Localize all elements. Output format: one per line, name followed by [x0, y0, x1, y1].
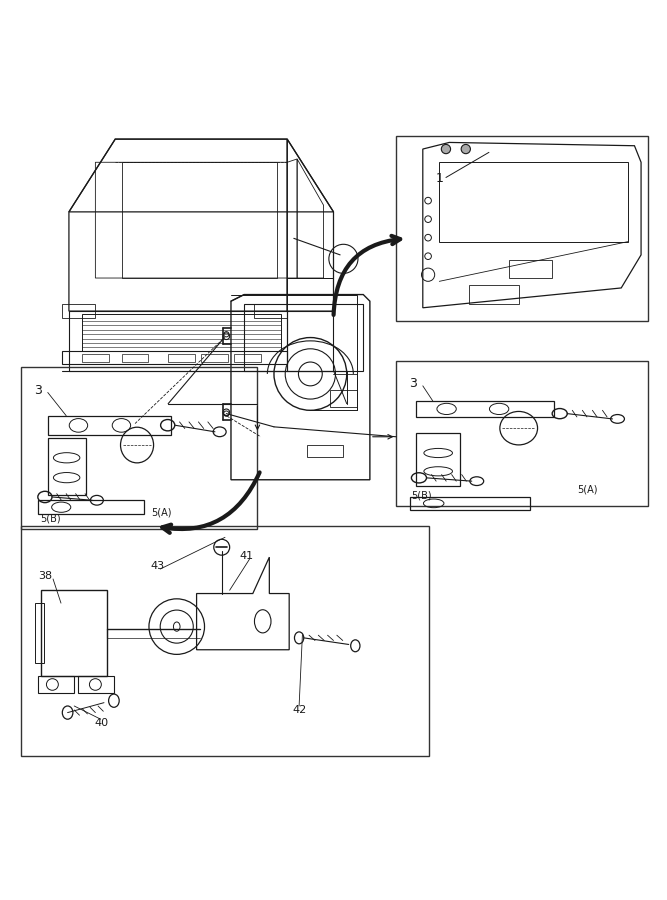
Bar [416, 400, 554, 417]
Bar [469, 284, 519, 304]
Bar [82, 314, 281, 351]
Bar [35, 604, 45, 663]
Bar [201, 354, 227, 362]
Bar [38, 676, 74, 693]
Bar [82, 354, 109, 362]
Bar [62, 304, 95, 318]
Bar [21, 367, 257, 529]
Bar [41, 590, 107, 676]
Text: 43: 43 [150, 561, 164, 572]
Text: 42: 42 [293, 705, 307, 715]
Circle shape [461, 144, 470, 154]
Text: 1: 1 [436, 172, 444, 185]
Bar [307, 445, 344, 456]
Bar [396, 361, 648, 506]
Bar [410, 497, 530, 509]
Bar [122, 354, 148, 362]
Bar [396, 136, 648, 321]
Text: 38: 38 [38, 571, 52, 581]
Bar [38, 500, 144, 515]
Bar [416, 433, 460, 486]
Text: 5(B): 5(B) [412, 491, 432, 501]
Text: 40: 40 [94, 718, 108, 728]
Bar [48, 438, 85, 495]
Bar [77, 676, 114, 693]
Text: 41: 41 [239, 551, 253, 561]
Text: 3: 3 [35, 383, 43, 397]
Bar [48, 416, 171, 435]
Bar [234, 354, 261, 362]
Text: 3: 3 [410, 377, 418, 391]
Bar [21, 526, 430, 756]
Bar [509, 259, 552, 278]
Circle shape [442, 144, 451, 154]
Bar [254, 304, 287, 318]
Bar [168, 354, 195, 362]
Text: 5(A): 5(A) [578, 484, 598, 494]
Text: 5(B): 5(B) [40, 513, 61, 523]
Text: 5(A): 5(A) [151, 508, 171, 518]
Bar [330, 391, 357, 407]
